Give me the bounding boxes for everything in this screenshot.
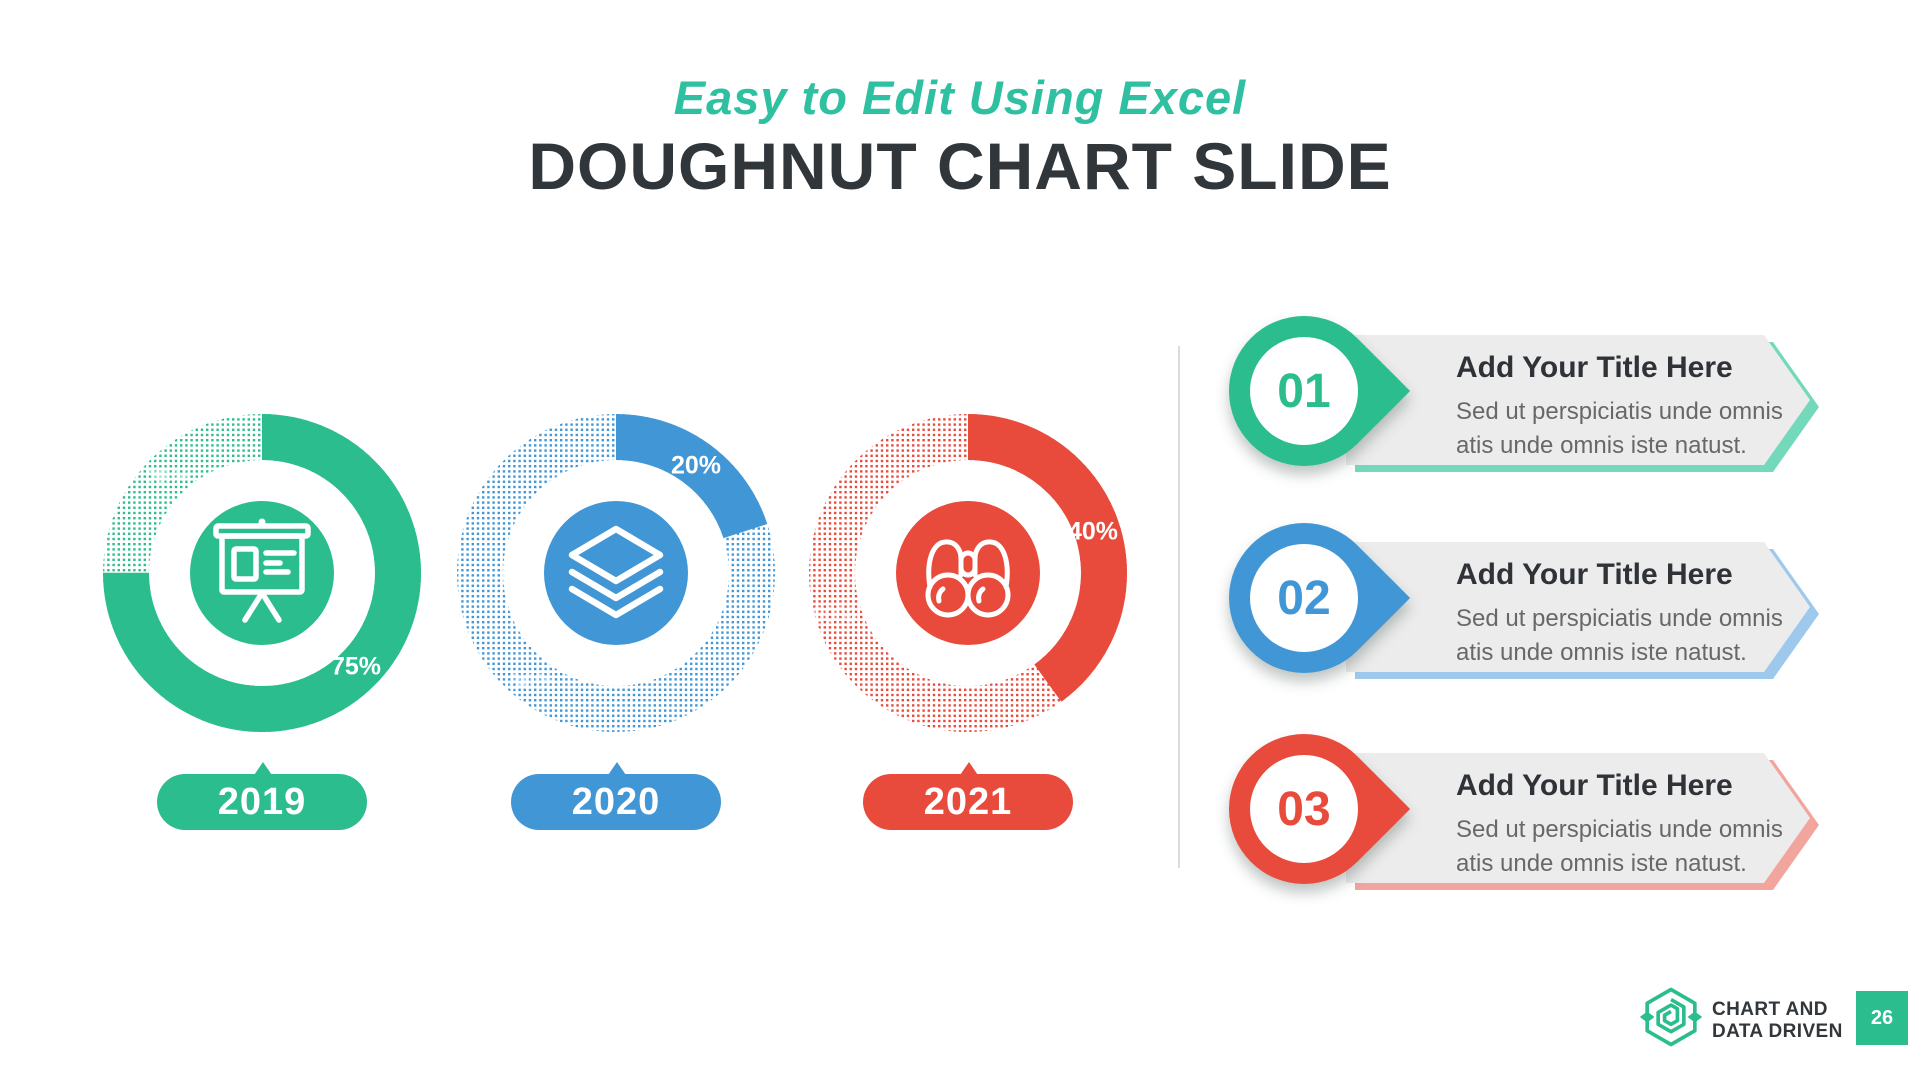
presentation-icon [213,518,311,623]
remainder-label-2019: 25% [144,464,192,491]
doughnut-chart-2019: 75% 25% [102,413,422,733]
data-label-2019: 75% [330,652,382,681]
callout-body: Sed ut perspiciatis unde omnis atis unde… [1456,602,1783,670]
callout-item-3: 03 Add Your Title Here Sed ut perspiciat… [1197,702,1828,916]
data-label-2020: 20% [670,451,722,480]
pin-number: 02 [1250,544,1358,652]
callout-title: Add Your Title Here [1456,351,1733,384]
callout-title: Add Your Title Here [1456,558,1733,591]
year-label: 2019 [157,774,367,830]
remainder-label-2020: 80% [508,668,556,695]
banner [1346,542,1810,672]
year-label: 2020 [511,774,721,830]
doughnut-chart-2020: 20% 80% [456,413,776,733]
slide-subtitle: Easy to Edit Using Excel [673,71,1247,124]
doughnut-chart-2021: 40% 60% [808,413,1128,733]
hexagon-spiral-logo-icon [1639,987,1703,1047]
brand-line-1: CHART AND [1712,999,1828,1020]
year-pill-2020: 2020 [511,762,721,832]
body-line-2: atis unde omnis iste natust. [1456,432,1747,459]
banner [1346,753,1810,883]
doughnut-svg-2021 [809,414,1127,732]
pin-number: 03 [1250,755,1358,863]
body-line-1: Sed ut perspiciatis unde omnis [1456,816,1783,843]
number-pin: 03 [1197,702,1411,916]
year-pill-2019: 2019 [157,762,367,832]
callout-item-1: 01 Add Your Title Here Sed ut perspiciat… [1197,284,1828,498]
body-line-2: atis unde omnis iste natust. [1456,639,1747,666]
number-pin: 02 [1197,491,1411,705]
doughnut-svg-2019 [103,414,421,732]
data-label-2021: 40% [1067,517,1119,546]
year-label: 2021 [863,774,1073,830]
brand-text: CHART AND DATA DRIVEN [1712,999,1843,1043]
year-pill-2021: 2021 [863,762,1073,832]
page-title: DOUGHNUT CHART SLIDE [528,129,1392,203]
callout-body: Sed ut perspiciatis unde omnis atis unde… [1456,813,1783,881]
number-pin: 01 [1197,284,1411,498]
body-line-2: atis unde omnis iste natust. [1456,850,1747,877]
body-line-1: Sed ut perspiciatis unde omnis [1456,398,1783,425]
pin-number: 01 [1250,337,1358,445]
doughnut-svg-2020 [457,414,775,732]
body-line-1: Sed ut perspiciatis unde omnis [1456,605,1783,632]
callout-body: Sed ut perspiciatis unde omnis atis unde… [1456,395,1783,463]
page-number-badge: 26 [1856,991,1908,1045]
callout-title: Add Your Title Here [1456,769,1733,802]
vertical-divider [1178,346,1180,868]
banner [1346,335,1810,465]
layers-icon [568,525,664,619]
callout-item-2: 02 Add Your Title Here Sed ut perspiciat… [1197,491,1828,705]
binoculars-icon [925,539,1011,618]
brand-line-2: DATA DRIVEN [1712,1021,1843,1042]
remainder-label-2021: 60% [810,601,858,628]
